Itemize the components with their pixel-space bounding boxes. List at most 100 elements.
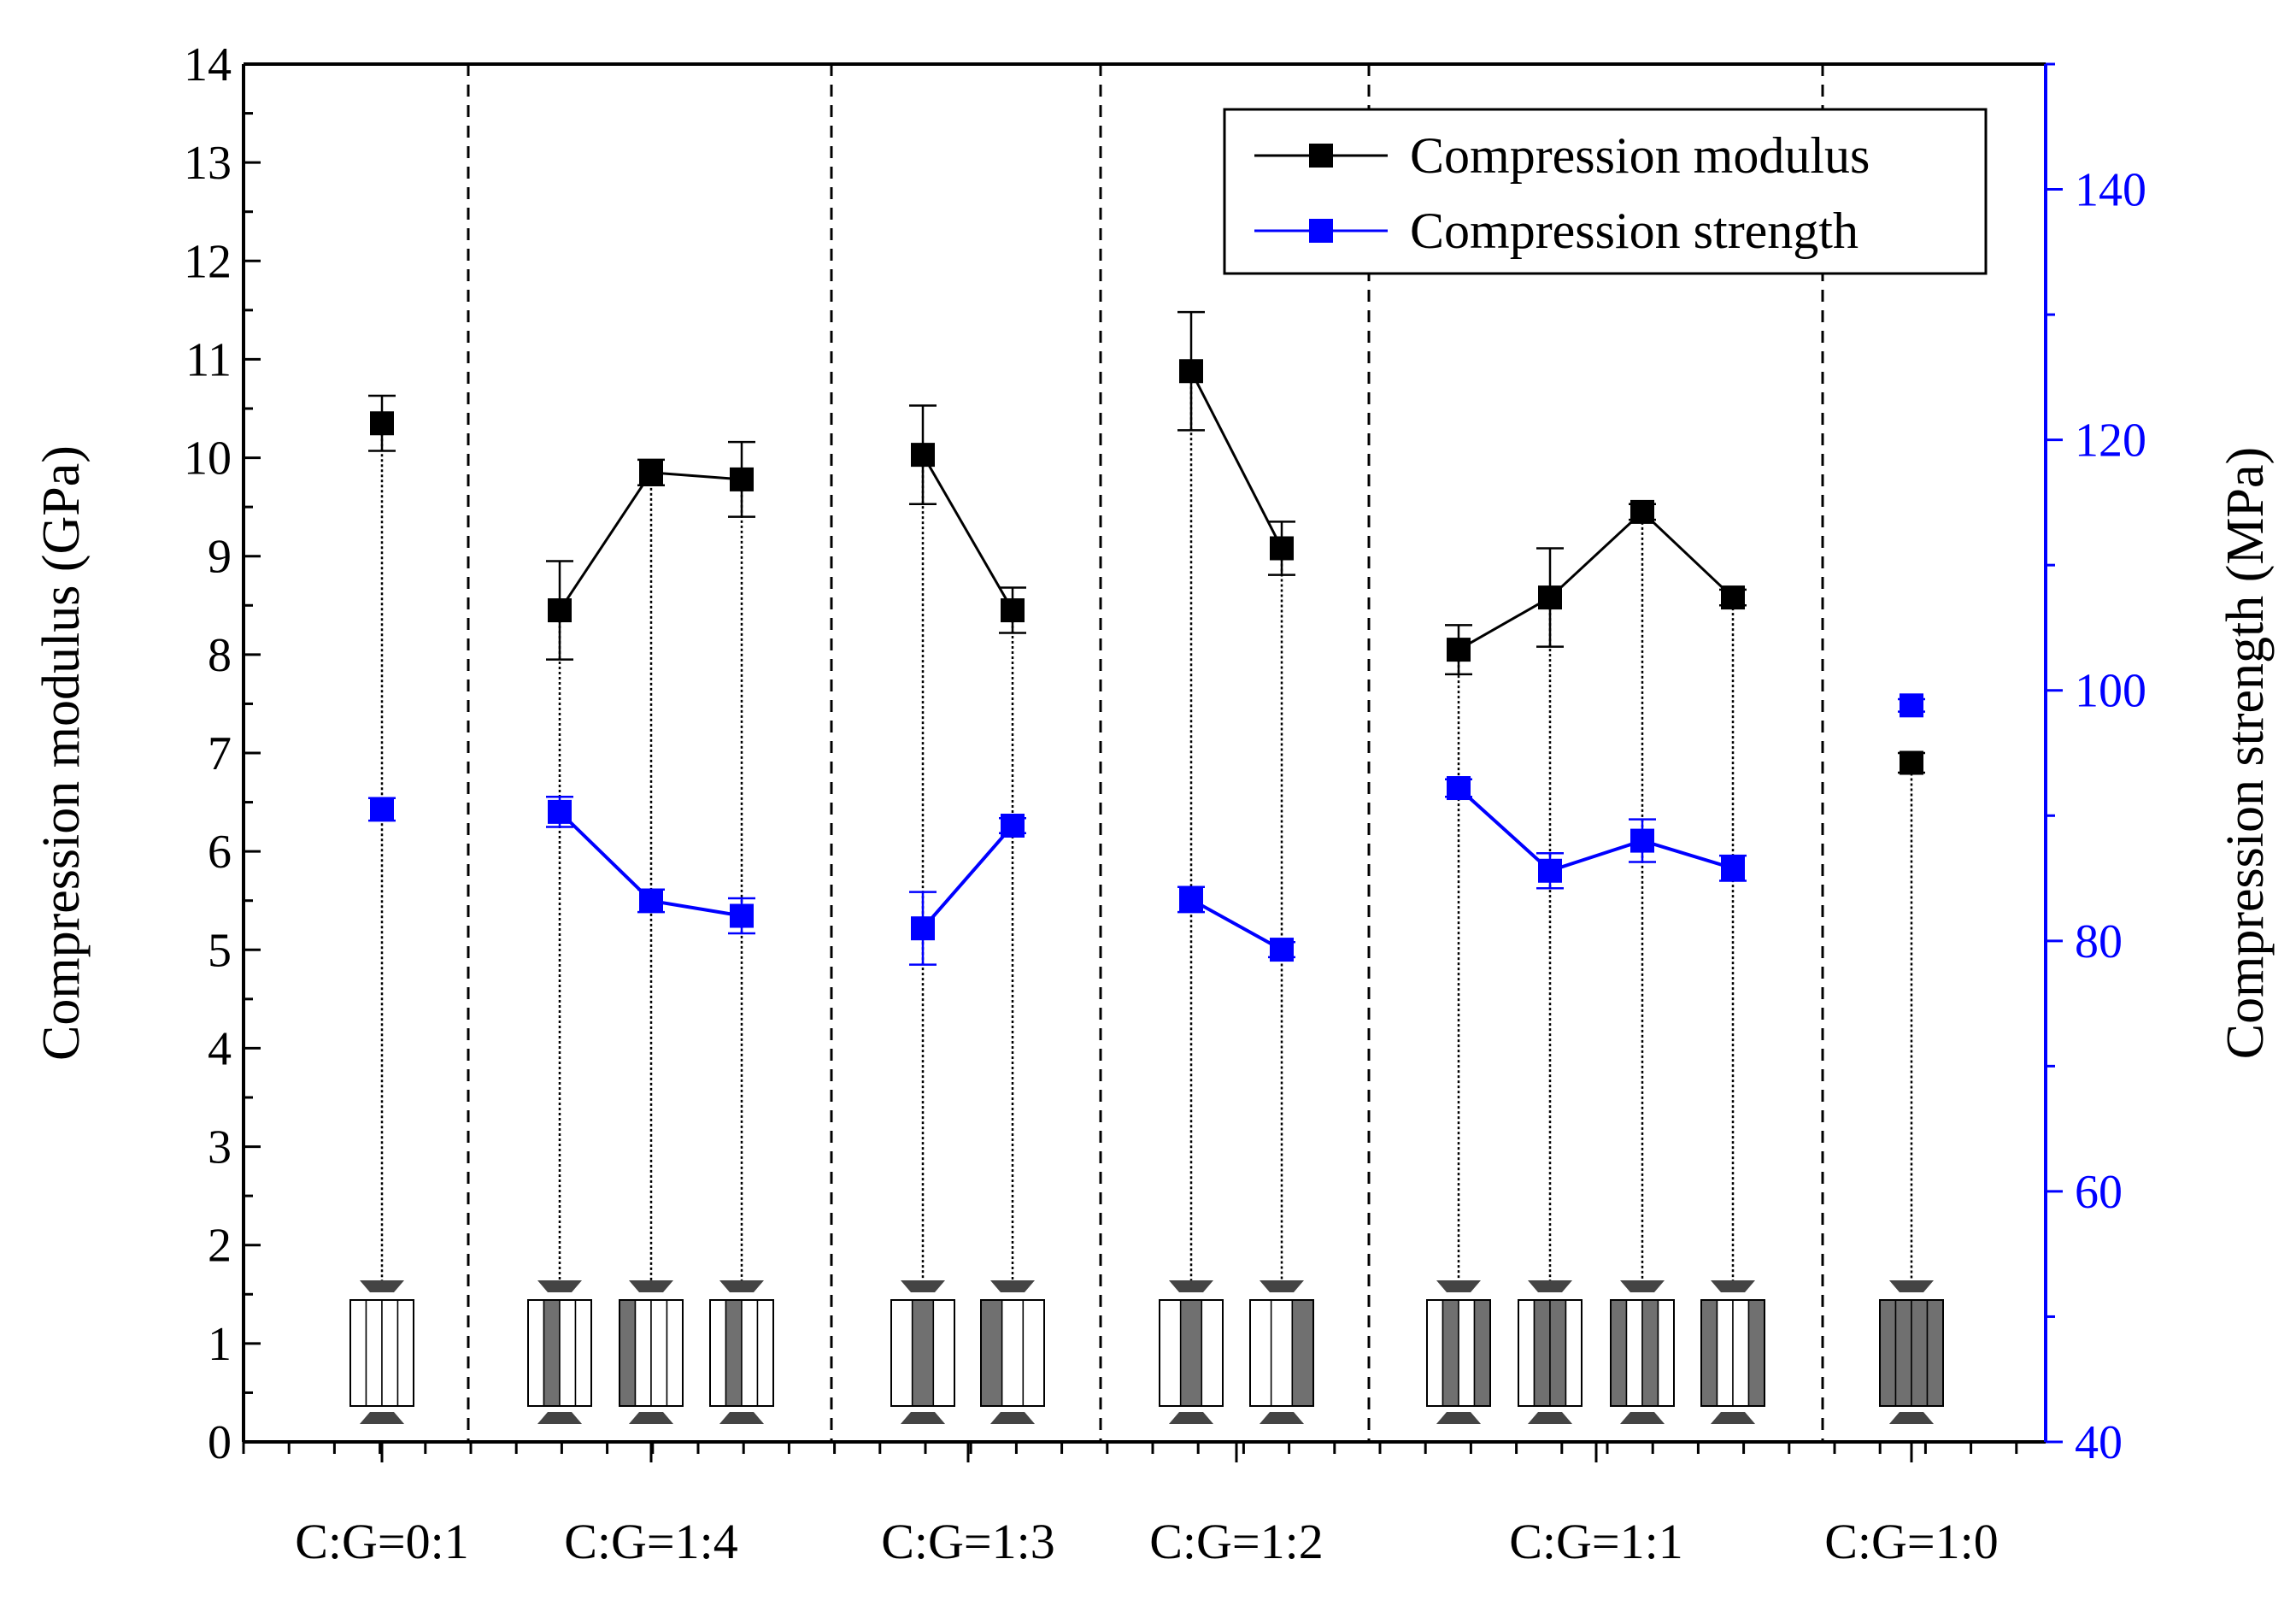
specimen-layer-glass (349, 1299, 367, 1407)
modulus-point (370, 411, 394, 436)
strength-point (370, 797, 394, 821)
load-arrow-top (1620, 1280, 1665, 1292)
modulus-point (1447, 638, 1471, 662)
load-arrow-top (719, 1280, 764, 1292)
strength-point (1270, 938, 1294, 962)
load-arrow-bottom (901, 1412, 945, 1424)
strength-series-line (1457, 786, 1734, 874)
specimen-layer-carbon (1291, 1299, 1314, 1407)
modulus-point (1900, 750, 1923, 775)
specimen-layer-glass (756, 1299, 774, 1407)
load-arrow-bottom (629, 1412, 673, 1424)
x-group-label: C:G=1:0 (1824, 1514, 1999, 1569)
y-left-tick-label: 13 (184, 137, 232, 190)
modulus-point (730, 467, 754, 491)
specimen-layer-carbon (619, 1299, 637, 1407)
y-left-tick-label: 8 (208, 629, 232, 682)
modulus-point (1630, 499, 1654, 524)
specimen-layer-glass (365, 1299, 383, 1407)
load-arrow-bottom (1436, 1412, 1481, 1424)
specimen-outline (1610, 1299, 1675, 1407)
specimen-icons (349, 1280, 1944, 1424)
y-right-tick-label: 120 (2075, 415, 2146, 468)
specimen-outline (619, 1299, 684, 1407)
series (368, 310, 1925, 966)
modulus-point (1001, 598, 1025, 623)
specimen-layer-carbon (1473, 1299, 1491, 1407)
legend-box (1223, 108, 1988, 275)
specimen-layer-carbon (1700, 1299, 1718, 1407)
y-right-tick-label: 100 (2075, 665, 2146, 718)
specimen-layer-glass (1201, 1299, 1224, 1407)
strength-point (1538, 858, 1562, 883)
strength-point (911, 916, 935, 941)
load-arrow-top (1528, 1280, 1572, 1292)
specimen-layer-glass (666, 1299, 684, 1407)
load-arrow-bottom (537, 1412, 582, 1424)
y-right-tick-label: 60 (2075, 1166, 2123, 1219)
specimen-layer-carbon (1442, 1299, 1459, 1407)
specimen-outline (1426, 1299, 1491, 1407)
specimen-layer-glass (1716, 1299, 1734, 1407)
load-arrow-top (1260, 1280, 1304, 1292)
strength-point (730, 903, 754, 928)
load-arrow-top (360, 1280, 404, 1292)
specimen-layer-carbon (1641, 1299, 1659, 1407)
legend-modulus-label: Compression modulus (1410, 127, 1870, 184)
specimen-layer-carbon (1879, 1299, 1897, 1407)
specimen-outline (1518, 1299, 1583, 1407)
load-arrow-bottom (1260, 1412, 1304, 1424)
legend-strength-label: Compression strength (1410, 203, 1859, 259)
specimen-layer-glass (890, 1299, 913, 1407)
load-arrow-bottom (1169, 1412, 1213, 1424)
y-left-tick-label: 9 (208, 531, 232, 584)
specimen-layer-glass (1732, 1299, 1750, 1407)
specimen-layer-carbon (911, 1299, 935, 1407)
modulus-point (1270, 536, 1294, 561)
specimen-layer-glass (1518, 1299, 1536, 1407)
y-left-tick-label: 12 (184, 235, 232, 288)
specimen-layer-glass (1458, 1299, 1476, 1407)
specimen-layer-carbon (1610, 1299, 1628, 1407)
load-arrow-top (990, 1280, 1035, 1292)
y-left-tick-label: 4 (208, 1022, 232, 1075)
specimen-layer-carbon (725, 1299, 743, 1407)
specimen-layer-carbon (1926, 1299, 1944, 1407)
specimen-layer-carbon (1533, 1299, 1551, 1407)
specimen-layer-glass (634, 1299, 652, 1407)
legend-strength-marker (1309, 219, 1333, 243)
load-arrow-top (1711, 1280, 1755, 1292)
specimen-layer-carbon (980, 1299, 1003, 1407)
specimen-outline (1700, 1299, 1765, 1407)
legend: Compression modulus Compression strength (1223, 108, 1988, 275)
specimen-layer-glass (1625, 1299, 1643, 1407)
y-right-ticks: 40 60 80 100 120 140 (2046, 62, 2146, 1469)
load-arrow-bottom (1711, 1412, 1755, 1424)
strength-point (1721, 856, 1745, 880)
y-right-tick-label: 140 (2075, 164, 2146, 217)
specimen-layer-glass (559, 1299, 577, 1407)
specimen-layer-carbon (1747, 1299, 1765, 1407)
load-arrow-bottom (719, 1412, 764, 1424)
load-arrow-bottom (1528, 1412, 1572, 1424)
load-arrow-bottom (1620, 1412, 1665, 1424)
modulus-point (1721, 585, 1745, 610)
load-arrow-top (901, 1280, 945, 1292)
strength-point (548, 799, 572, 824)
modulus-point (1538, 585, 1562, 610)
specimen-layer-glass (1249, 1299, 1272, 1407)
specimen-layer-glass (741, 1299, 759, 1407)
specimen-layer-carbon (543, 1299, 561, 1407)
y-right-tick-label: 40 (2075, 1416, 2123, 1469)
specimen-outline (349, 1299, 414, 1407)
x-group-label: C:G=1:3 (881, 1514, 1055, 1569)
load-arrow-bottom (360, 1412, 404, 1424)
specimen-layer-glass (1657, 1299, 1675, 1407)
load-arrow-bottom (1889, 1412, 1934, 1424)
y-left-tick-label: 2 (208, 1220, 232, 1273)
strength-point (1900, 693, 1923, 718)
specimen-layer-glass (574, 1299, 592, 1407)
modulus-point (548, 598, 572, 623)
x-group-label: C:G=1:2 (1149, 1514, 1324, 1569)
